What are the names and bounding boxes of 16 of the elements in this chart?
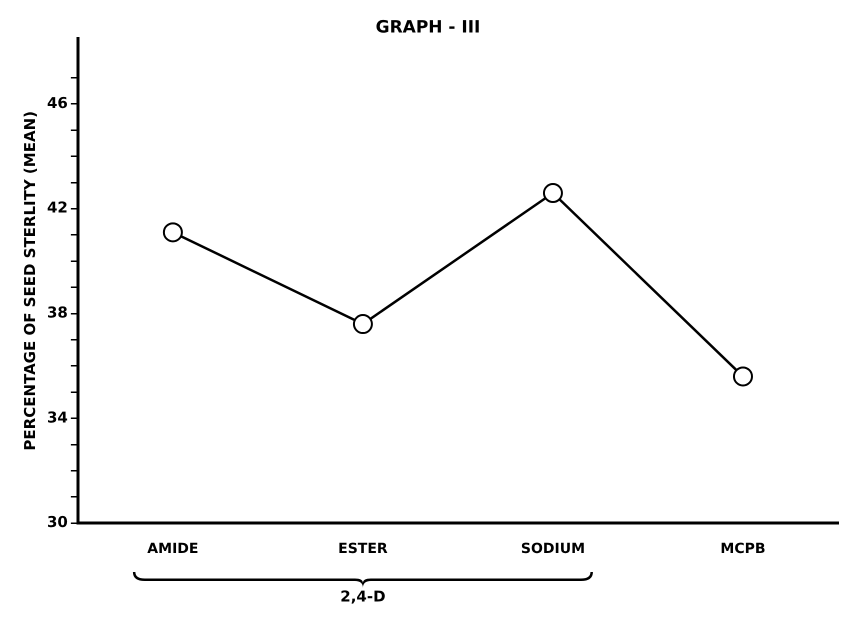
x-tick-label: SODIUM — [520, 541, 586, 558]
chart-title: GRAPH - III — [376, 18, 480, 38]
y-tick-label: 34 — [47, 408, 68, 426]
point — [162, 222, 183, 242]
y-axis-title: PERCENTAGE OF SEED STERLITY (MEAN) — [20, 111, 39, 451]
y-tick-label: 30 — [47, 513, 68, 532]
x-tick-label: AMIDE — [147, 541, 198, 558]
y-tick-label: 42 — [47, 198, 68, 217]
x-tick-label: MCPB — [720, 541, 766, 558]
x-tick-label: ESTER — [338, 541, 388, 558]
y-tick-label: 46 — [47, 94, 68, 112]
text: 2,4-D — [340, 587, 386, 606]
point — [542, 183, 563, 204]
point — [732, 366, 753, 386]
y-tick-label: 38 — [47, 303, 68, 322]
point — [352, 314, 373, 334]
